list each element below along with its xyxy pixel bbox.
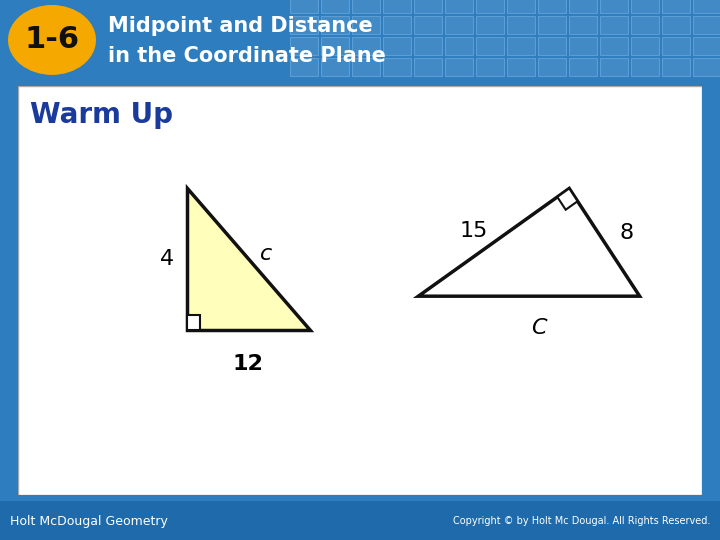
Text: Holt McDougal Geometry: Holt McDougal Geometry xyxy=(10,515,168,528)
FancyBboxPatch shape xyxy=(631,58,659,76)
FancyBboxPatch shape xyxy=(414,16,442,34)
FancyBboxPatch shape xyxy=(631,37,659,55)
Polygon shape xyxy=(187,188,310,330)
Text: Midpoint and Distance: Midpoint and Distance xyxy=(108,16,373,36)
FancyBboxPatch shape xyxy=(352,37,380,55)
FancyBboxPatch shape xyxy=(290,0,318,13)
FancyBboxPatch shape xyxy=(0,501,720,540)
FancyBboxPatch shape xyxy=(290,16,318,34)
FancyBboxPatch shape xyxy=(383,37,411,55)
FancyBboxPatch shape xyxy=(538,16,566,34)
FancyBboxPatch shape xyxy=(476,37,504,55)
Text: 15: 15 xyxy=(459,221,488,241)
FancyBboxPatch shape xyxy=(507,0,535,13)
FancyBboxPatch shape xyxy=(569,0,597,13)
FancyBboxPatch shape xyxy=(290,37,318,55)
FancyBboxPatch shape xyxy=(507,58,535,76)
FancyBboxPatch shape xyxy=(600,16,628,34)
FancyBboxPatch shape xyxy=(383,58,411,76)
FancyBboxPatch shape xyxy=(476,16,504,34)
FancyBboxPatch shape xyxy=(662,58,690,76)
FancyBboxPatch shape xyxy=(445,16,473,34)
FancyBboxPatch shape xyxy=(352,0,380,13)
FancyBboxPatch shape xyxy=(414,37,442,55)
Ellipse shape xyxy=(8,5,96,75)
FancyBboxPatch shape xyxy=(693,16,720,34)
FancyBboxPatch shape xyxy=(0,0,720,80)
Text: Warm Up: Warm Up xyxy=(30,101,173,129)
FancyBboxPatch shape xyxy=(600,58,628,76)
FancyBboxPatch shape xyxy=(631,16,659,34)
FancyBboxPatch shape xyxy=(662,0,690,13)
FancyBboxPatch shape xyxy=(290,58,318,76)
Bar xyxy=(187,315,200,330)
FancyBboxPatch shape xyxy=(538,0,566,13)
Text: c: c xyxy=(261,244,273,264)
FancyBboxPatch shape xyxy=(352,58,380,76)
FancyBboxPatch shape xyxy=(693,0,720,13)
FancyBboxPatch shape xyxy=(383,16,411,34)
FancyBboxPatch shape xyxy=(321,16,349,34)
Text: 12: 12 xyxy=(233,354,264,374)
FancyBboxPatch shape xyxy=(693,58,720,76)
Text: 8: 8 xyxy=(619,223,634,243)
Text: C: C xyxy=(531,318,546,338)
FancyBboxPatch shape xyxy=(352,16,380,34)
FancyBboxPatch shape xyxy=(321,0,349,13)
FancyBboxPatch shape xyxy=(662,16,690,34)
FancyBboxPatch shape xyxy=(507,37,535,55)
FancyBboxPatch shape xyxy=(414,0,442,13)
FancyBboxPatch shape xyxy=(600,37,628,55)
FancyBboxPatch shape xyxy=(631,0,659,13)
FancyBboxPatch shape xyxy=(693,37,720,55)
FancyBboxPatch shape xyxy=(538,37,566,55)
FancyBboxPatch shape xyxy=(321,58,349,76)
Text: Copyright © by Holt Mc Dougal. All Rights Reserved.: Copyright © by Holt Mc Dougal. All Right… xyxy=(453,516,710,526)
FancyBboxPatch shape xyxy=(600,0,628,13)
Polygon shape xyxy=(557,188,577,210)
Text: 1-6: 1-6 xyxy=(24,25,80,55)
Text: in the Coordinate Plane: in the Coordinate Plane xyxy=(108,46,386,66)
FancyBboxPatch shape xyxy=(662,37,690,55)
FancyBboxPatch shape xyxy=(569,16,597,34)
FancyBboxPatch shape xyxy=(569,58,597,76)
Text: 4: 4 xyxy=(160,249,174,269)
FancyBboxPatch shape xyxy=(569,37,597,55)
FancyBboxPatch shape xyxy=(321,37,349,55)
FancyBboxPatch shape xyxy=(507,16,535,34)
FancyBboxPatch shape xyxy=(445,37,473,55)
FancyBboxPatch shape xyxy=(414,58,442,76)
FancyBboxPatch shape xyxy=(445,58,473,76)
FancyBboxPatch shape xyxy=(445,0,473,13)
FancyBboxPatch shape xyxy=(383,0,411,13)
Polygon shape xyxy=(418,188,639,296)
FancyBboxPatch shape xyxy=(538,58,566,76)
FancyBboxPatch shape xyxy=(476,58,504,76)
FancyBboxPatch shape xyxy=(476,0,504,13)
FancyBboxPatch shape xyxy=(18,86,702,495)
